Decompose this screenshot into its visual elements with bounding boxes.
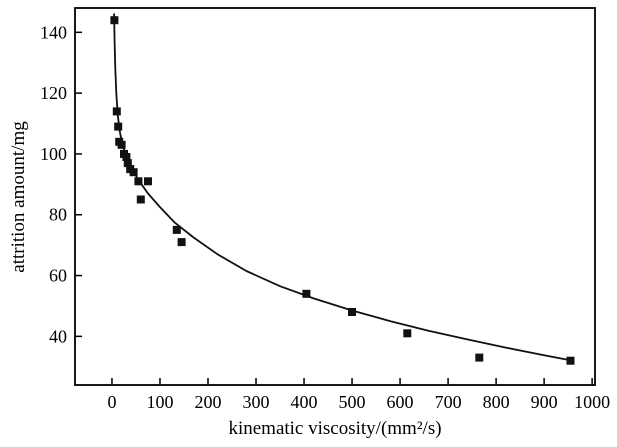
x-tick-label: 800 [483, 392, 510, 412]
y-tick-label: 100 [40, 144, 67, 164]
x-tick-label: 600 [387, 392, 414, 412]
x-tick-label: 300 [243, 392, 270, 412]
data-point [129, 168, 138, 177]
x-tick-label: 100 [146, 392, 173, 412]
x-axis-label: kinematic viscosity/(mm²/s) [228, 418, 441, 439]
y-axis-label: attrition amount/mg [8, 121, 29, 273]
data-point [112, 107, 121, 116]
data-point [177, 238, 186, 247]
y-tick-label: 140 [40, 22, 67, 42]
y-tick-label: 60 [49, 266, 67, 286]
data-point [114, 122, 123, 131]
x-tick-label: 0 [107, 392, 116, 412]
y-tick-label: 120 [40, 83, 67, 103]
x-tick-label: 500 [339, 392, 366, 412]
data-point [475, 353, 484, 362]
x-tick-label: 900 [531, 392, 558, 412]
fit-curve [113, 13, 574, 362]
data-point [110, 16, 119, 25]
data-point [348, 308, 356, 316]
data-point [172, 225, 181, 234]
data-point [136, 195, 145, 204]
y-tick-label: 80 [49, 205, 67, 225]
data-point [403, 329, 412, 338]
data-point [134, 177, 143, 186]
data-point [144, 177, 152, 186]
y-tick-label: 40 [49, 326, 67, 346]
data-point [302, 289, 311, 298]
points-layer [110, 16, 575, 365]
data-point [117, 140, 126, 149]
plot-frame [74, 7, 596, 386]
x-tick-label: 400 [291, 392, 318, 412]
data-point [123, 159, 132, 168]
ticks-layer: 0 100 200 300 400 500 600 700 800 900 1000 40 60 80 10… [40, 22, 610, 412]
data-point [566, 356, 575, 365]
x-tick-label: 700 [435, 392, 462, 412]
x-tick-label: 200 [195, 392, 222, 412]
x-tick-label: 1000 [574, 392, 610, 412]
data-point [122, 153, 131, 161]
